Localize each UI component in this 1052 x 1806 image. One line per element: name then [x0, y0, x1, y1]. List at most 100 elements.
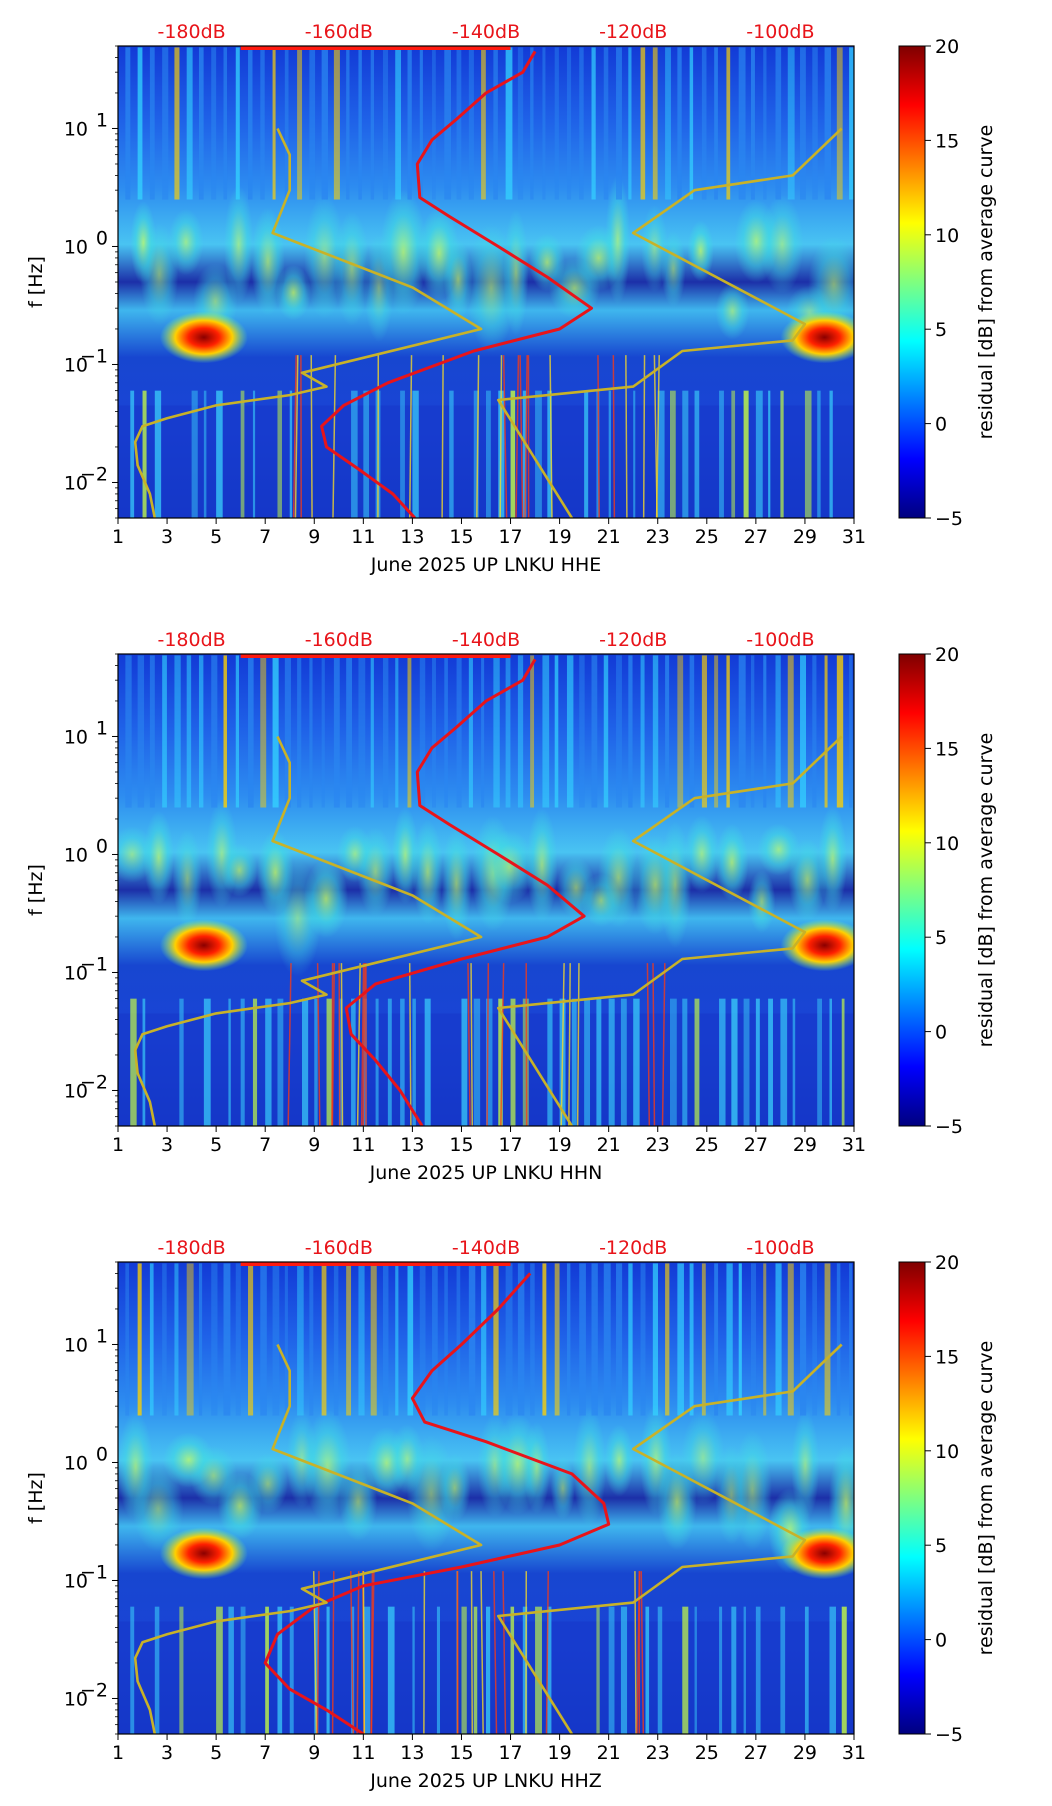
daily-streak-high — [235, 47, 240, 200]
daily-streak-high — [738, 655, 746, 808]
daily-streak-high — [714, 1263, 719, 1416]
daily-streak-high — [456, 1263, 461, 1416]
transient-spike — [362, 1571, 366, 1734]
db-scale-label: -180dB — [157, 21, 225, 43]
daily-streak-high — [530, 1263, 535, 1416]
y-tick-exponent: −1 — [80, 1561, 108, 1583]
y-tick-label: 10 — [64, 1080, 88, 1102]
db-scale-label: -180dB — [157, 1237, 225, 1259]
daily-streak-low — [719, 1606, 723, 1734]
daily-streak-high — [628, 655, 633, 808]
daily-streak-high — [542, 1263, 547, 1416]
daily-streak-high — [444, 655, 448, 808]
hotspot — [159, 919, 248, 972]
colorbar-tick-label: 20 — [935, 36, 959, 58]
daily-streak-low — [289, 1606, 294, 1734]
transient-spike — [408, 355, 413, 518]
x-tick-label: 25 — [695, 1134, 719, 1156]
db-scale-label: -140dB — [452, 629, 520, 651]
daily-streak-high — [346, 1263, 352, 1416]
daily-streak-high — [444, 47, 452, 200]
daily-streak-high — [603, 1263, 611, 1416]
daily-streak-high — [665, 655, 670, 808]
daily-streak-low — [351, 390, 358, 518]
daily-streak-high — [370, 47, 375, 200]
x-tick-label: 3 — [161, 526, 173, 548]
microseism-blob — [523, 1421, 550, 1515]
transient-spike — [310, 355, 313, 518]
daily-streak-low — [694, 1606, 697, 1734]
db-scale-label: -120dB — [599, 1237, 667, 1259]
daily-streak-high — [726, 655, 730, 808]
daily-streak-high — [738, 47, 746, 200]
daily-streak-low — [780, 1606, 786, 1734]
daily-streak-high — [162, 655, 167, 808]
daily-streak-high — [640, 1263, 646, 1416]
daily-streak-low — [216, 390, 223, 518]
colorbar-tick-label: 15 — [935, 130, 959, 152]
y-tick-label: 10 — [64, 1570, 88, 1592]
daily-streak-high — [297, 47, 303, 200]
colorbar-label: residual [dB] from average curve — [975, 125, 997, 440]
hotspot — [780, 1527, 854, 1580]
transient-spike — [362, 963, 366, 1126]
microseism-blob — [641, 204, 668, 293]
y-tick-exponent: −1 — [80, 345, 108, 367]
daily-streak-low — [547, 390, 552, 518]
daily-streak-high — [321, 1263, 327, 1416]
daily-streak-high — [554, 1263, 560, 1416]
daily-streak-low — [804, 1606, 809, 1734]
daily-streak-low — [854, 999, 860, 1126]
daily-streak-high — [530, 655, 535, 808]
daily-streak-high — [395, 1263, 399, 1416]
daily-streak-low — [240, 390, 245, 518]
microseism-blob — [732, 1429, 772, 1551]
colorbar-tick-label: 0 — [935, 1022, 947, 1044]
daily-streak-low — [473, 390, 479, 518]
transient-spike — [441, 355, 444, 518]
daily-streak-high — [591, 655, 598, 808]
daily-streak-high — [284, 47, 289, 200]
y-tick-label: 10 — [64, 472, 88, 494]
daily-streak-high — [432, 47, 436, 200]
daily-streak-low — [191, 390, 198, 518]
daily-streak-high — [468, 47, 474, 200]
daily-streak-low — [620, 998, 627, 1126]
daily-streak-low — [633, 998, 640, 1126]
daily-streak-low — [240, 1606, 246, 1734]
daily-streak-low — [829, 998, 832, 1126]
colorbar-scale — [898, 45, 926, 519]
microseism-blob — [597, 826, 640, 928]
transient-spike — [502, 1571, 507, 1734]
daily-streak-high — [628, 1263, 633, 1416]
daily-streak-high — [566, 1263, 571, 1416]
heatmap — [118, 654, 860, 1126]
daily-streak-high — [223, 655, 227, 808]
colorbar-tick-label: 0 — [935, 1630, 947, 1652]
daily-streak-high — [505, 1263, 513, 1416]
microseism-blob — [818, 805, 848, 913]
colorbar-tick-label: 10 — [935, 225, 959, 247]
transient-spike — [549, 355, 553, 518]
top-saturated-band — [240, 654, 511, 658]
daily-streak-high — [125, 1263, 130, 1416]
daily-streak-high — [763, 47, 767, 200]
daily-streak-high — [640, 47, 646, 200]
transient-spike — [634, 1571, 637, 1734]
daily-streak-high — [517, 47, 524, 200]
daily-streak-high — [358, 655, 366, 808]
y-tick-exponent: −1 — [80, 953, 108, 975]
daily-streak-low — [596, 1606, 600, 1734]
daily-streak-high — [432, 655, 436, 808]
daily-streak-high — [333, 655, 340, 808]
daily-streak-low — [755, 1606, 761, 1734]
daily-streak-high — [272, 47, 276, 200]
daily-streak-high — [738, 1263, 742, 1416]
transient-spike — [332, 355, 337, 518]
daily-streak-high — [665, 47, 671, 200]
daily-streak-high — [248, 1263, 254, 1416]
daily-streak-high — [432, 1263, 438, 1416]
microseism-blob — [143, 810, 174, 905]
daily-streak-high — [689, 47, 694, 200]
